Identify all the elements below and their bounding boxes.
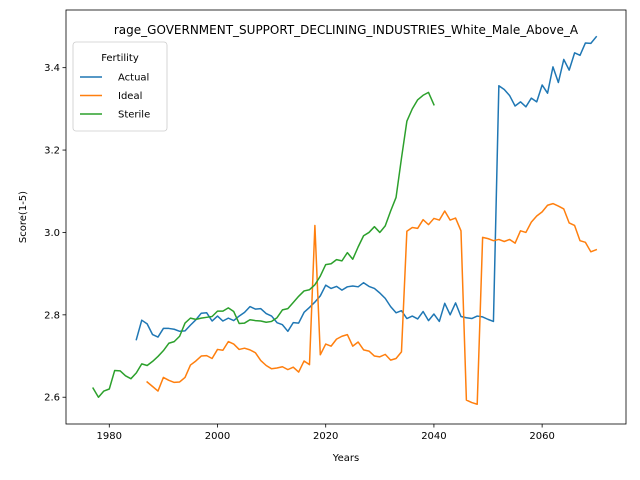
x-tick-label: 2020: [313, 431, 338, 442]
plot-frame: [65, 9, 627, 425]
legend-title: Fertility: [101, 53, 139, 64]
y-tick-label: 2.8: [44, 310, 60, 321]
y-tick-label: 3.4: [44, 63, 60, 74]
series-line-ideal: [146, 202, 598, 405]
chart-title: rage_GOVERNMENT_SUPPORT_DECLINING_INDUST…: [114, 23, 579, 37]
legend: Fertility Actual Ideal Sterile: [72, 41, 168, 132]
y-tick-label: 3.0: [44, 228, 60, 239]
legend-entries: Actual Ideal Sterile: [80, 73, 150, 121]
x-axis-label: Years: [332, 453, 359, 464]
y-tick-label: 2.6: [44, 393, 60, 404]
x-tick-label: 1980: [97, 431, 122, 442]
x-tick-label: 2000: [205, 431, 230, 442]
series-line-sterile: [92, 91, 435, 398]
legend-box: [72, 41, 168, 132]
y-tick-label: 3.2: [44, 146, 60, 157]
plot-lines: [92, 35, 598, 405]
x-axis-ticks: 1980 2000 2020 2040 2060: [97, 424, 555, 442]
y-axis-label: Score(1-5): [18, 191, 29, 243]
y-axis-ticks: 2.6 2.8 3.0 3.2 3.4: [44, 63, 66, 404]
legend-label-ideal: Ideal: [118, 91, 142, 102]
legend-label-sterile: Sterile: [118, 110, 150, 121]
x-tick-label: 2060: [529, 431, 554, 442]
series-line-actual: [135, 35, 598, 341]
legend-label-actual: Actual: [118, 73, 149, 84]
x-tick-label: 2040: [421, 431, 446, 442]
